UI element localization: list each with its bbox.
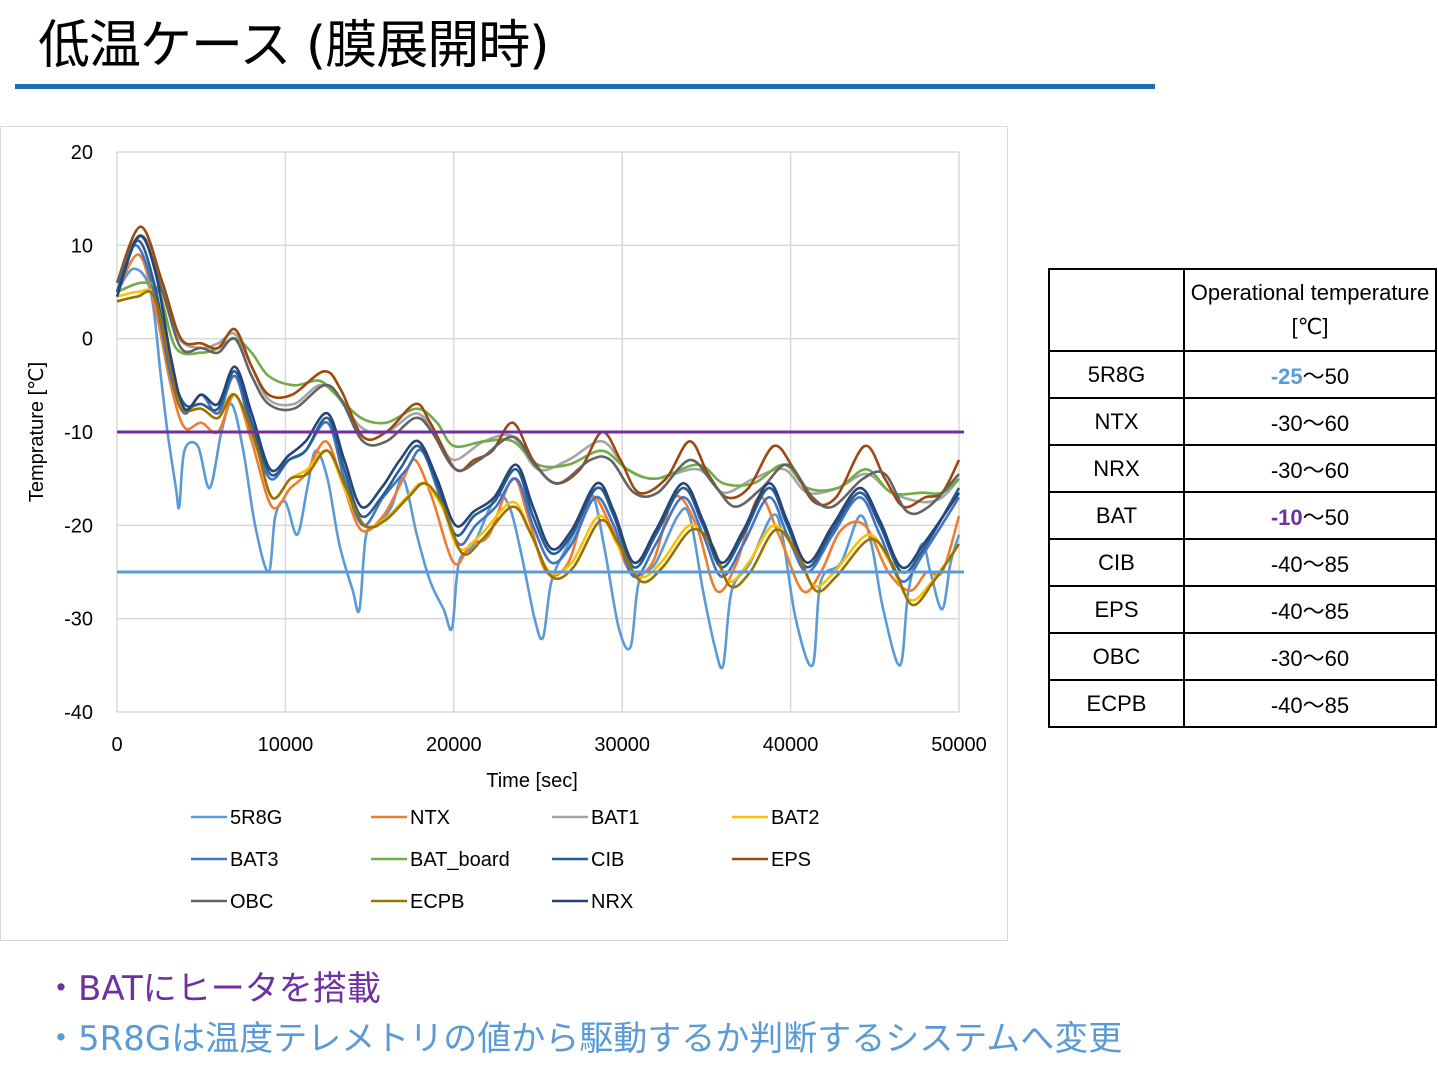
range-separator: 〜 — [1302, 598, 1325, 624]
slide-title: 低温ケース (膜展開時) — [38, 16, 550, 76]
legend-label: NTX — [410, 807, 450, 829]
x-tick-label: 0 — [111, 734, 122, 756]
table-row: NTX -30〜60 — [1048, 397, 1437, 446]
y-tick-label: -10 — [64, 422, 93, 444]
temperature-range: -40〜85 — [1183, 585, 1437, 634]
range-min: -40 — [1270, 551, 1303, 577]
series-line-nrx — [115, 234, 961, 570]
y-tick-label: -30 — [64, 609, 93, 631]
legend-label: 5R8G — [230, 807, 282, 829]
table-row: NRX -30〜60 — [1048, 444, 1437, 493]
y-tick-label: -20 — [64, 515, 93, 537]
table-row: OBC -30〜60 — [1048, 632, 1437, 681]
component-name: CIB — [1048, 538, 1185, 587]
range-max: 85 — [1324, 551, 1350, 577]
x-tick-label: 50000 — [931, 734, 987, 756]
table-row: BAT -10〜50 — [1048, 491, 1437, 540]
x-tick-label: 40000 — [763, 734, 819, 756]
range-separator: 〜 — [1302, 410, 1325, 436]
component-name: BAT — [1048, 491, 1185, 540]
temperature-range: -30〜60 — [1183, 397, 1437, 446]
range-separator: 〜 — [1302, 692, 1325, 718]
chart-area: 20 10 0 -10 -20 -30 -40 0 10000 20000 30000 40000 50… — [0, 126, 1008, 941]
component-name: 5R8G — [1048, 350, 1185, 399]
range-max: 60 — [1324, 410, 1350, 436]
legend-label: OBC — [230, 891, 273, 913]
range-min: -30 — [1270, 457, 1303, 483]
range-min: -40 — [1270, 692, 1303, 718]
component-name: EPS — [1048, 585, 1185, 634]
y-tick-label: 20 — [71, 142, 93, 164]
legend-label: ECPB — [410, 891, 464, 913]
table-row: CIB -40〜85 — [1048, 538, 1437, 587]
table-corner-cell — [1048, 268, 1185, 352]
table-row: ECPB -40〜85 — [1048, 679, 1437, 728]
range-max: 50 — [1324, 363, 1350, 389]
temperature-range: -30〜60 — [1183, 444, 1437, 493]
range-separator: 〜 — [1302, 645, 1325, 671]
range-min: -25 — [1270, 363, 1303, 389]
table-row: EPS -40〜85 — [1048, 585, 1437, 634]
x-tick-label: 10000 — [258, 734, 314, 756]
range-min: -30 — [1270, 410, 1303, 436]
table-row: 5R8G -25〜50 — [1048, 350, 1437, 399]
y-tick-label: 0 — [82, 329, 93, 351]
y-tick-label: -40 — [64, 702, 93, 724]
range-min: -10 — [1270, 504, 1303, 530]
range-max: 60 — [1324, 645, 1350, 671]
series-line-bat1 — [115, 234, 960, 504]
component-name: ECPB — [1048, 679, 1185, 728]
temperature-range: -10〜50 — [1183, 491, 1437, 540]
range-separator: 〜 — [1302, 551, 1325, 577]
component-name: OBC — [1048, 632, 1185, 681]
legend-label: NRX — [591, 891, 633, 913]
range-max: 85 — [1324, 692, 1350, 718]
operational-temperature-table: Operational temperature [℃] 5R8G -25〜50 NT… — [1048, 268, 1437, 728]
series-line-ecpb — [116, 290, 961, 607]
temperature-range: -30〜60 — [1183, 632, 1437, 681]
legend-label: BAT3 — [230, 849, 279, 871]
bullet-5r8g-system: ・5R8Gは温度テレメトリの値から駆動するか判断するシステムへ変更 — [44, 1019, 1123, 1059]
series-line-5r8g — [115, 267, 961, 670]
x-tick-label: 20000 — [426, 734, 482, 756]
range-min: -30 — [1270, 645, 1303, 671]
x-axis-label: Time [sec] — [486, 770, 578, 792]
legend-label: CIB — [591, 849, 624, 871]
temperature-range: -40〜85 — [1183, 538, 1437, 587]
y-axis-label: Temprature [℃] — [26, 362, 48, 502]
range-min: -40 — [1270, 598, 1303, 624]
temperature-range: -25〜50 — [1183, 350, 1437, 399]
title-underline — [15, 84, 1155, 89]
legend-label: BAT_board — [410, 849, 510, 871]
component-name: NRX — [1048, 444, 1185, 493]
series-line-obc — [115, 234, 960, 516]
range-separator: 〜 — [1302, 363, 1325, 389]
bullet-bat-heater: ・BATにヒータを搭載 — [44, 969, 381, 1009]
component-name: NTX — [1048, 397, 1185, 446]
range-max: 50 — [1324, 504, 1350, 530]
range-separator: 〜 — [1302, 504, 1325, 530]
range-max: 85 — [1324, 598, 1350, 624]
range-separator: 〜 — [1302, 457, 1325, 483]
range-max: 60 — [1324, 457, 1350, 483]
series-line-eps — [115, 225, 961, 509]
table-header-operational-temperature: Operational temperature [℃] — [1183, 268, 1437, 352]
legend-label: EPS — [771, 849, 811, 871]
series-line-bat3 — [115, 244, 961, 583]
x-tick-label: 30000 — [594, 734, 650, 756]
series-line-cib — [115, 239, 961, 574]
line-chart: 20 10 0 -10 -20 -30 -40 0 10000 20000 30000 40000 50… — [26, 142, 987, 913]
legend-label: BAT1 — [591, 807, 640, 829]
y-tick-label: 10 — [71, 235, 93, 257]
legend-label: BAT2 — [771, 807, 820, 829]
temperature-range: -40〜85 — [1183, 679, 1437, 728]
bullet-list: ・BATにヒータを搭載 ・5R8Gは温度テレメトリの値から駆動するか判断するシス… — [44, 964, 1122, 1064]
